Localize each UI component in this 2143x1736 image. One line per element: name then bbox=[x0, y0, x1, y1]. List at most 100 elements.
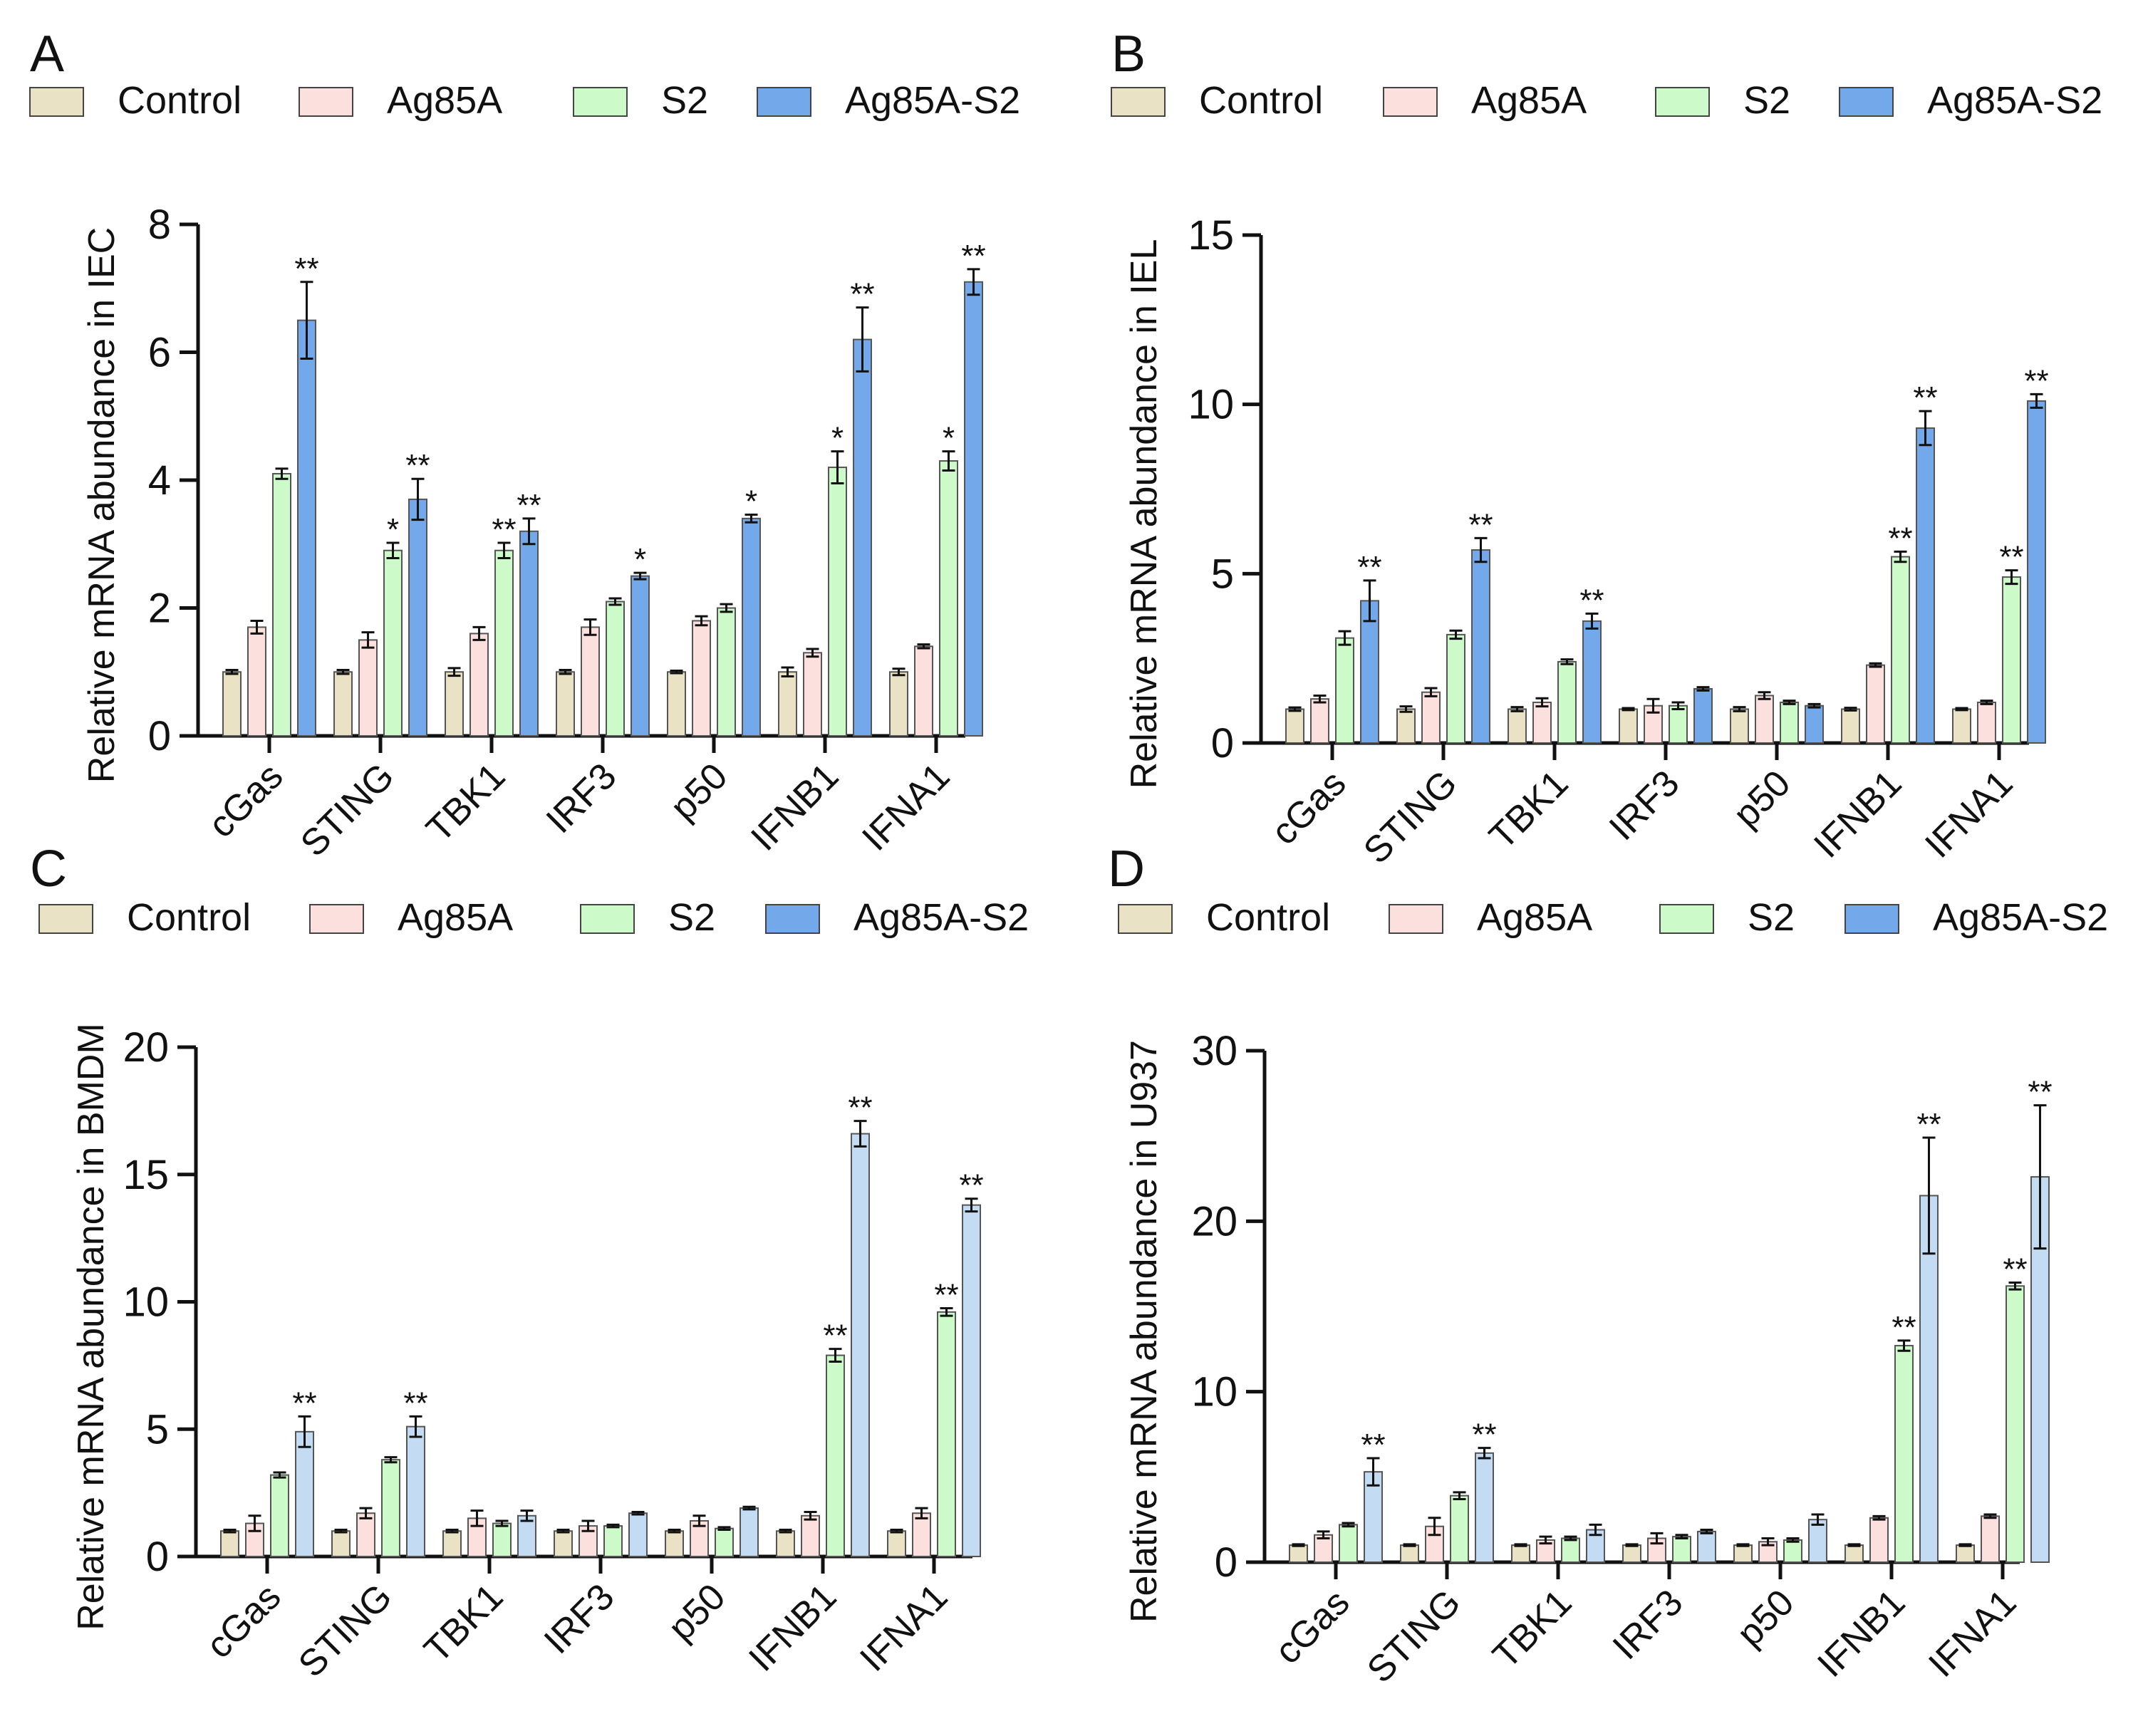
group-ifna1: IFNA1 ** ** bbox=[1921, 1075, 2052, 1685]
y-tick-label: 0 bbox=[1215, 1539, 1237, 1586]
legend-label-ag85a-s2: Ag85A-S2 bbox=[845, 79, 1020, 122]
bar-control bbox=[1730, 708, 1749, 744]
significance-label: ** bbox=[848, 1091, 872, 1126]
y-tick-label: 0 bbox=[1211, 720, 1234, 766]
legend-swatch-control bbox=[1118, 904, 1173, 934]
bar-ag85a-s2 bbox=[408, 498, 427, 737]
bar-control bbox=[1511, 1544, 1530, 1563]
group-p50: p50 * bbox=[663, 484, 761, 828]
bar-s2 bbox=[381, 1459, 400, 1557]
bar-s2 bbox=[1783, 1539, 1802, 1564]
axes: 0 5 10 15 20 bbox=[123, 1024, 972, 1580]
legend-label-ag85a-s2: Ag85A-S2 bbox=[1933, 896, 2108, 939]
panel-label-d: D bbox=[1108, 841, 1145, 898]
significance-label: ** bbox=[1999, 540, 2023, 575]
bar-s2 bbox=[1335, 637, 1354, 744]
bar-ag85a bbox=[914, 645, 933, 737]
significance-label: ** bbox=[403, 1386, 427, 1420]
legend-label-s2: S2 bbox=[1743, 79, 1790, 122]
significance-label: ** bbox=[934, 1277, 958, 1312]
bar-s2 bbox=[717, 607, 736, 737]
significance-label: ** bbox=[823, 1319, 847, 1353]
significance-label: ** bbox=[1892, 1310, 1916, 1345]
bar-control bbox=[331, 1530, 351, 1557]
bar-control bbox=[1952, 708, 1971, 744]
significance-label: ** bbox=[1472, 1418, 1496, 1452]
significance-label: ** bbox=[959, 1168, 983, 1203]
group-ifna1: IFNA1*** bbox=[854, 239, 985, 859]
x-tick-label: TBK1 bbox=[417, 1576, 512, 1670]
bar-control bbox=[1733, 1544, 1753, 1563]
bar-ag85a bbox=[469, 633, 489, 737]
bar-ag85a-s2 bbox=[853, 338, 872, 737]
bar-control bbox=[1508, 708, 1527, 744]
legend-swatch-ag85a bbox=[299, 87, 353, 117]
significance-label: ** bbox=[2028, 1075, 2052, 1110]
x-tick-label: IFNA1 bbox=[852, 1576, 955, 1679]
y-tick-label: 2 bbox=[148, 586, 171, 632]
legend-label-ag85a-s2: Ag85A-S2 bbox=[1927, 79, 2102, 122]
bar-control bbox=[1619, 708, 1638, 744]
legend-swatch-ag85a bbox=[309, 904, 364, 934]
legend-label-ag85a-s2: Ag85A-S2 bbox=[853, 896, 1029, 939]
bar-ag85a bbox=[1869, 1517, 1889, 1564]
group-p50: p50 bbox=[1726, 691, 1824, 836]
bar-ag85a-s2 bbox=[2027, 400, 2046, 744]
significance-label: ** bbox=[405, 448, 430, 483]
significance-label: ** bbox=[517, 488, 541, 523]
x-tick-label: TBK1 bbox=[1485, 1581, 1580, 1676]
bar-s2 bbox=[606, 601, 625, 737]
bar-control bbox=[887, 1530, 906, 1557]
group-tbk1: TBK1 ** bbox=[1482, 583, 1604, 857]
group-irf3: IRF3 * bbox=[539, 542, 650, 841]
x-tick-label: IRF3 bbox=[536, 1576, 623, 1662]
bar-s2 bbox=[383, 549, 403, 737]
bar-s2 bbox=[1450, 1495, 1469, 1563]
y-tick-label: 10 bbox=[1191, 1369, 1237, 1415]
x-tick-label: cGas bbox=[201, 755, 291, 846]
group-ifnb1: IFNB1 ** ** bbox=[1806, 380, 1937, 866]
bar-s2 bbox=[1672, 1536, 1691, 1564]
group-ifnb1: IFNB1*** bbox=[743, 277, 874, 859]
bar-ag85a-s2 bbox=[740, 1507, 759, 1557]
bar-ag85a-s2 bbox=[1916, 427, 1935, 744]
x-tick-label: IRF3 bbox=[1605, 1581, 1691, 1668]
y-tick-label: 30 bbox=[1191, 1028, 1237, 1074]
bar-ag85a-s2 bbox=[851, 1133, 870, 1558]
group-irf3: IRF3 bbox=[1605, 1529, 1716, 1668]
group-cgas: cGas ** bbox=[1264, 550, 1382, 853]
x-tick-label: IFNB1 bbox=[1810, 1581, 1913, 1685]
bar-s2 bbox=[1557, 660, 1577, 744]
y-tick-label: 15 bbox=[1188, 212, 1234, 259]
bar-s2 bbox=[2002, 576, 2021, 744]
x-tick-label: p50 bbox=[1726, 762, 1798, 835]
significance-label: ** bbox=[292, 1386, 316, 1420]
x-tick-label: cGas bbox=[1267, 1581, 1358, 1672]
panel-label-c: C bbox=[30, 841, 67, 898]
y-tick-label: 10 bbox=[123, 1279, 169, 1326]
y-tick-label: 15 bbox=[123, 1152, 169, 1198]
group-cgas: cGas ** bbox=[199, 1386, 317, 1666]
x-tick-label: IRF3 bbox=[539, 755, 625, 841]
bar-ag85a-s2 bbox=[519, 530, 539, 737]
bar-ag85a bbox=[1755, 695, 1774, 744]
bar-control bbox=[778, 671, 797, 737]
bar-control bbox=[445, 671, 464, 737]
bar-s2 bbox=[603, 1525, 623, 1558]
axes: 0 5 10 15 bbox=[1188, 212, 2029, 766]
bar-ag85a-s2 bbox=[1697, 1530, 1716, 1563]
y-axis-label: Relative mRNA abundance in IEL bbox=[1124, 239, 1165, 789]
bar-s2 bbox=[939, 460, 958, 737]
y-tick-label: 10 bbox=[1188, 382, 1234, 428]
x-tick-label: p50 bbox=[663, 755, 735, 828]
x-tick-label: STING bbox=[291, 1576, 400, 1685]
x-tick-label: STING bbox=[1356, 762, 1465, 871]
panel-A: A Control Ag85A S2 Ag85A-S2 0 2 4 6 8 Relative mRN… bbox=[29, 26, 1020, 865]
bar-s2 bbox=[1780, 701, 1799, 744]
legend-swatch-ag85a bbox=[1389, 904, 1443, 934]
bar-s2 bbox=[1894, 1345, 1914, 1563]
x-tick-label: TBK1 bbox=[1482, 762, 1577, 857]
y-tick-label: 0 bbox=[148, 713, 171, 759]
bar-control bbox=[1622, 1544, 1641, 1563]
